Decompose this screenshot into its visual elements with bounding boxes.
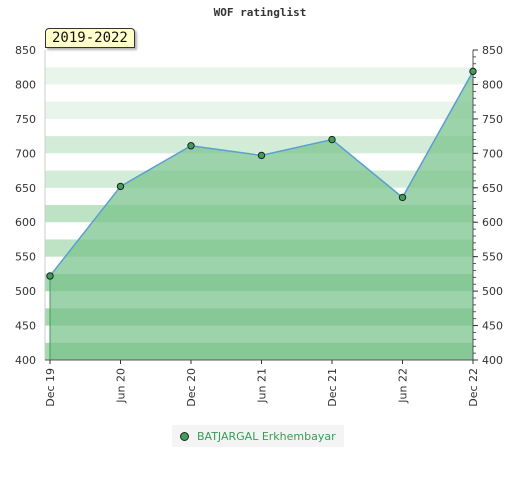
y-tick-label-left: 750 — [15, 113, 36, 126]
period-badge: 2019-2022 — [45, 28, 135, 48]
x-tick-label: Dec 22 — [467, 368, 480, 407]
x-tick-label: Dec 19 — [44, 368, 57, 407]
data-point — [257, 151, 266, 160]
markers — [46, 67, 477, 280]
y-tick-label-right: 500 — [482, 285, 503, 298]
x-tick-label: Jun 22 — [397, 368, 410, 404]
background-band — [45, 118, 473, 137]
chart-title: WOF ratinglist — [213, 6, 307, 19]
y-tick-label-left: 550 — [15, 251, 36, 264]
data-point — [398, 193, 407, 202]
y-tick-label-right: 850 — [482, 44, 503, 57]
y-tick-label-right: 650 — [482, 182, 503, 195]
y-tick-label-left: 400 — [15, 354, 36, 367]
x-tick-label: Dec 20 — [185, 368, 198, 407]
background-band — [45, 67, 473, 85]
y-tick-label-right: 550 — [482, 251, 503, 264]
y-tick-label-left: 500 — [15, 285, 36, 298]
y-tick-label-right: 800 — [482, 78, 503, 91]
series-area — [50, 71, 473, 360]
background-band — [45, 84, 473, 102]
x-tick-label: Jun 20 — [115, 368, 128, 404]
data-point — [328, 135, 336, 144]
background-band — [45, 50, 473, 68]
y-tick-label-left: 700 — [15, 147, 36, 160]
background-band — [45, 101, 473, 119]
y-tick-label-left: 800 — [15, 78, 36, 91]
y-tick-label-left: 650 — [15, 182, 36, 195]
legend[interactable]: BATJARGAL Erkhembayar — [172, 425, 344, 447]
x-tick-label: Jun 21 — [256, 368, 269, 404]
data-point — [469, 67, 477, 76]
y-tick-label-left: 600 — [15, 216, 36, 229]
y-tick-label-left: 450 — [15, 320, 36, 333]
background-band — [45, 136, 473, 154]
data-point — [116, 182, 125, 191]
legend-label: BATJARGAL Erkhembayar — [197, 429, 336, 443]
y-tick-label-right: 450 — [482, 320, 503, 333]
y-tick-label-right: 600 — [482, 216, 503, 229]
axes: 400 400 450 450 500 500 550 550 600 600 650 650 700 7… — [15, 44, 503, 407]
data-point — [46, 272, 54, 280]
y-tick-label-right: 400 — [482, 354, 503, 367]
y-tick-label-right: 750 — [482, 113, 503, 126]
x-tick-label: Dec 21 — [326, 368, 339, 407]
y-tick-label-right: 700 — [482, 147, 503, 160]
data-point — [187, 142, 195, 150]
legend-marker-icon — [180, 431, 189, 441]
y-tick-label-left: 850 — [15, 44, 36, 57]
